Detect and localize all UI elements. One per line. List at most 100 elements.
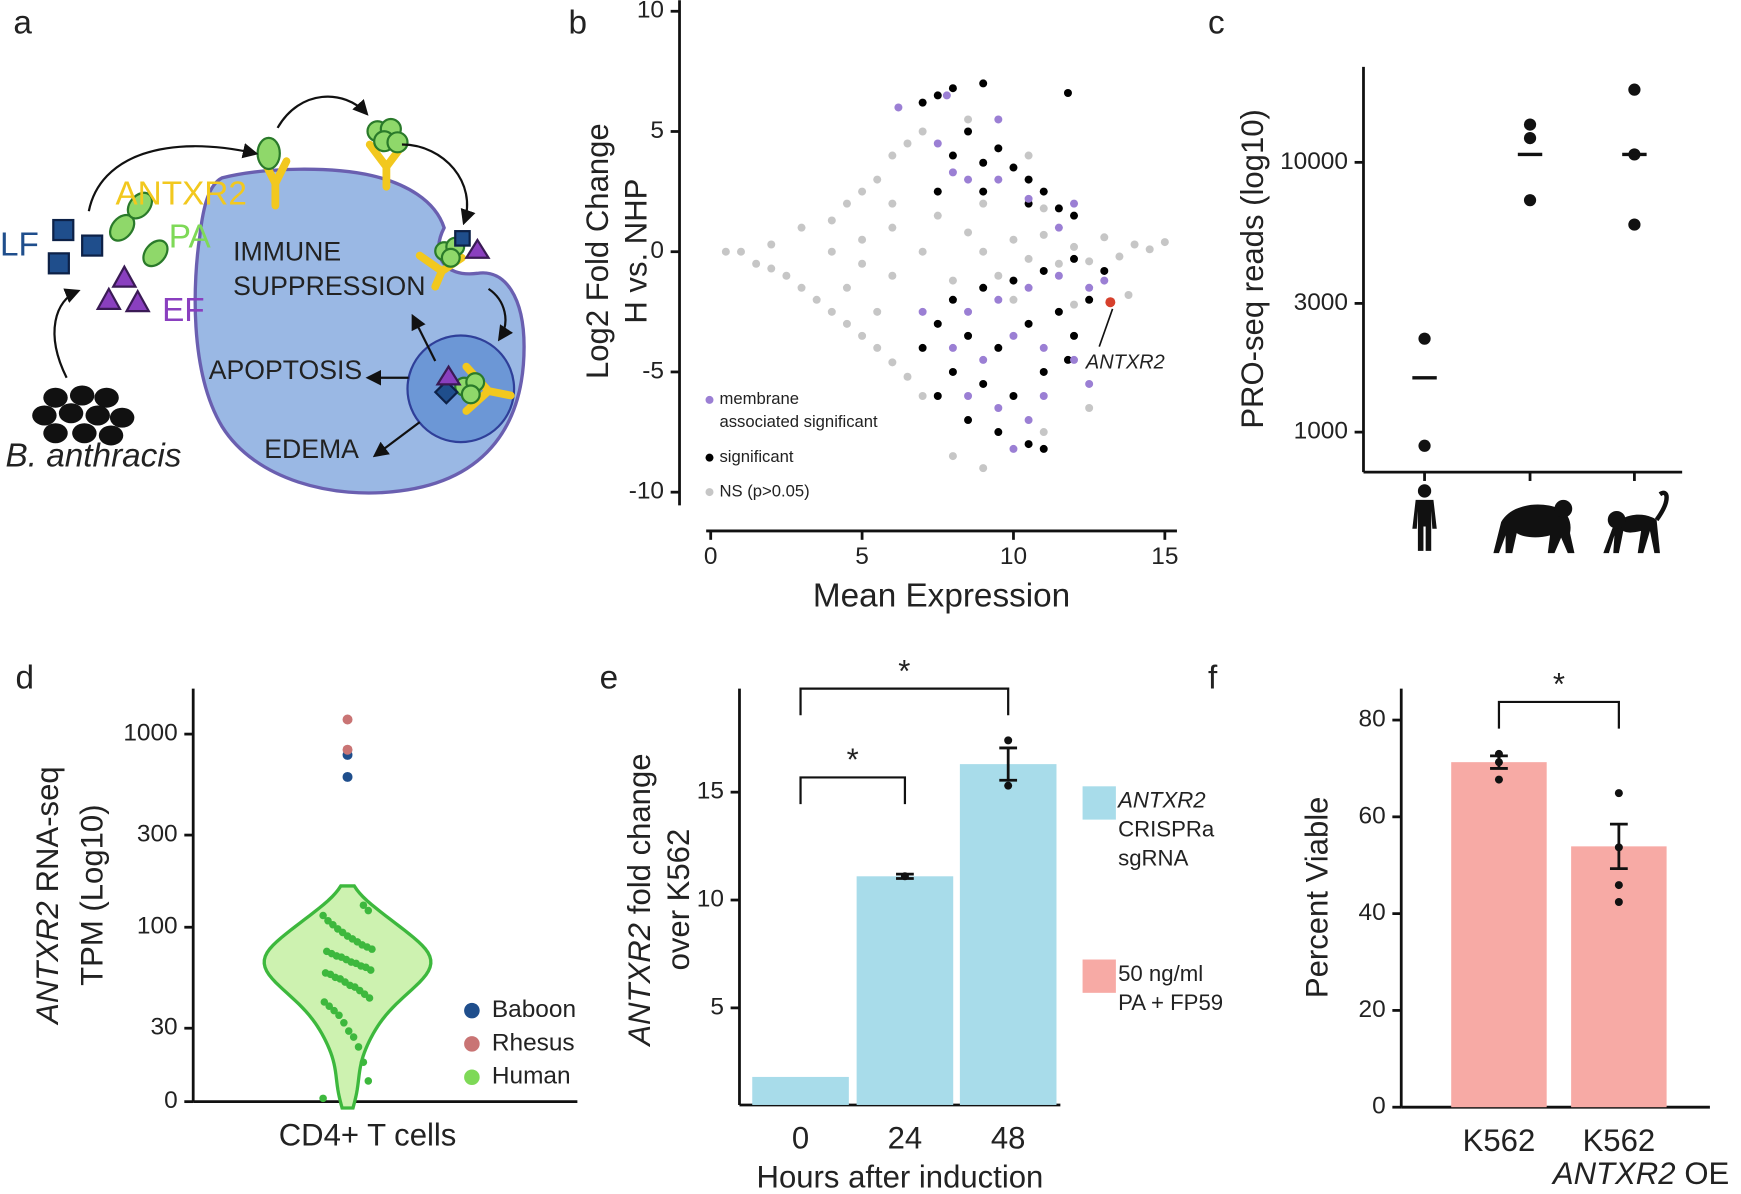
point — [330, 1006, 338, 1015]
human-icon — [1412, 484, 1437, 551]
x-tick-label: 0 — [792, 1121, 809, 1156]
point — [964, 115, 973, 124]
x-tick-label: 48 — [991, 1121, 1026, 1156]
point — [1039, 428, 1048, 437]
point — [364, 906, 373, 915]
y-tick-label: 5 — [710, 993, 724, 1020]
x-tick-sublabel: ANTXR2 OE — [1551, 1156, 1729, 1191]
point — [1024, 151, 1033, 160]
y-tick-label: 80 — [1359, 706, 1386, 733]
point — [873, 343, 882, 352]
legend-marker — [705, 453, 714, 462]
point — [1009, 444, 1018, 453]
point — [994, 404, 1003, 413]
point — [948, 295, 957, 304]
point — [1070, 199, 1079, 208]
point — [842, 319, 851, 328]
point — [721, 247, 730, 256]
point — [918, 247, 927, 256]
y-axis-label-gene: ANTXR2 — [30, 901, 65, 1026]
significance-label: * — [1553, 667, 1565, 702]
point — [321, 969, 330, 977]
y-axis-label: over K562 — [661, 829, 696, 971]
point — [812, 295, 821, 304]
point — [994, 343, 1003, 352]
point — [797, 283, 806, 292]
point — [1004, 781, 1013, 790]
point — [858, 331, 867, 340]
point — [319, 1094, 327, 1103]
point — [752, 259, 761, 268]
y-axis-label: ANTXR2 RNA-seq — [30, 766, 65, 1026]
point — [767, 264, 776, 273]
point — [1009, 276, 1018, 285]
point — [842, 199, 851, 208]
y-tick-label: -5 — [642, 357, 664, 384]
species-icons — [1412, 484, 1669, 554]
point — [1009, 235, 1018, 244]
monkey-icon — [1603, 490, 1669, 554]
point — [1009, 295, 1018, 304]
point — [1614, 881, 1623, 890]
label-bacteria: B. anthracis — [6, 437, 182, 474]
legend-marker — [705, 395, 714, 404]
point — [979, 283, 988, 292]
point — [1494, 758, 1503, 767]
point — [1009, 331, 1018, 340]
point — [1085, 295, 1094, 304]
point — [1039, 204, 1048, 213]
point — [344, 1027, 353, 1035]
label-ef: EF — [162, 292, 205, 329]
y-tick-label: 10 — [697, 885, 724, 912]
y-tick-label: 60 — [1359, 802, 1386, 829]
legend-label: Rhesus — [492, 1029, 575, 1056]
point — [948, 276, 957, 285]
point — [979, 187, 988, 196]
point — [858, 235, 867, 244]
point — [1130, 240, 1139, 249]
point — [1004, 736, 1013, 745]
label-pa: PA — [169, 219, 212, 256]
point — [858, 259, 867, 268]
point — [322, 947, 331, 956]
point — [1494, 775, 1503, 784]
point — [359, 1058, 368, 1066]
bar — [1451, 762, 1547, 1108]
y-tick-label: 5 — [650, 117, 664, 144]
point — [1628, 218, 1641, 231]
point — [1160, 238, 1169, 247]
y-tick-label: 10000 — [1280, 148, 1348, 175]
point — [1070, 300, 1079, 309]
point — [1024, 319, 1033, 328]
point — [827, 247, 836, 256]
point — [1009, 391, 1018, 400]
toxin-ef — [95, 237, 491, 386]
legend-marker — [464, 1002, 480, 1019]
y-axis-label: H vs. NHP — [619, 179, 654, 324]
point — [948, 168, 957, 177]
highlight-point — [1105, 297, 1116, 308]
point — [827, 307, 836, 316]
legend-swatch — [1082, 959, 1116, 993]
point — [979, 379, 988, 388]
y-tick-label: 15 — [697, 778, 724, 805]
point — [979, 199, 988, 208]
point — [918, 127, 927, 136]
point — [900, 872, 909, 881]
y-tick-label: 100 — [137, 913, 178, 940]
point — [1115, 252, 1124, 261]
y-tick-label: 40 — [1359, 899, 1386, 926]
point — [842, 283, 851, 292]
point — [994, 295, 1003, 304]
y-tick-label: 20 — [1359, 996, 1386, 1023]
point — [1523, 194, 1537, 207]
x-tick-label: 15 — [1151, 543, 1178, 570]
panel-label: b — [568, 4, 587, 41]
label-edema: EDEMA — [264, 434, 359, 464]
point — [1070, 331, 1079, 340]
point — [1100, 266, 1109, 275]
point — [858, 187, 867, 196]
point — [1494, 749, 1503, 758]
point — [918, 343, 927, 352]
